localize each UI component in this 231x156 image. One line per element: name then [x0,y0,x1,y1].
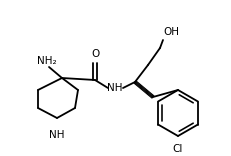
Text: NH: NH [49,130,65,140]
Text: NH₂: NH₂ [37,56,57,66]
Text: OH: OH [163,27,179,37]
Text: Cl: Cl [173,144,183,154]
Text: O: O [91,49,99,59]
Text: NH: NH [107,83,123,93]
